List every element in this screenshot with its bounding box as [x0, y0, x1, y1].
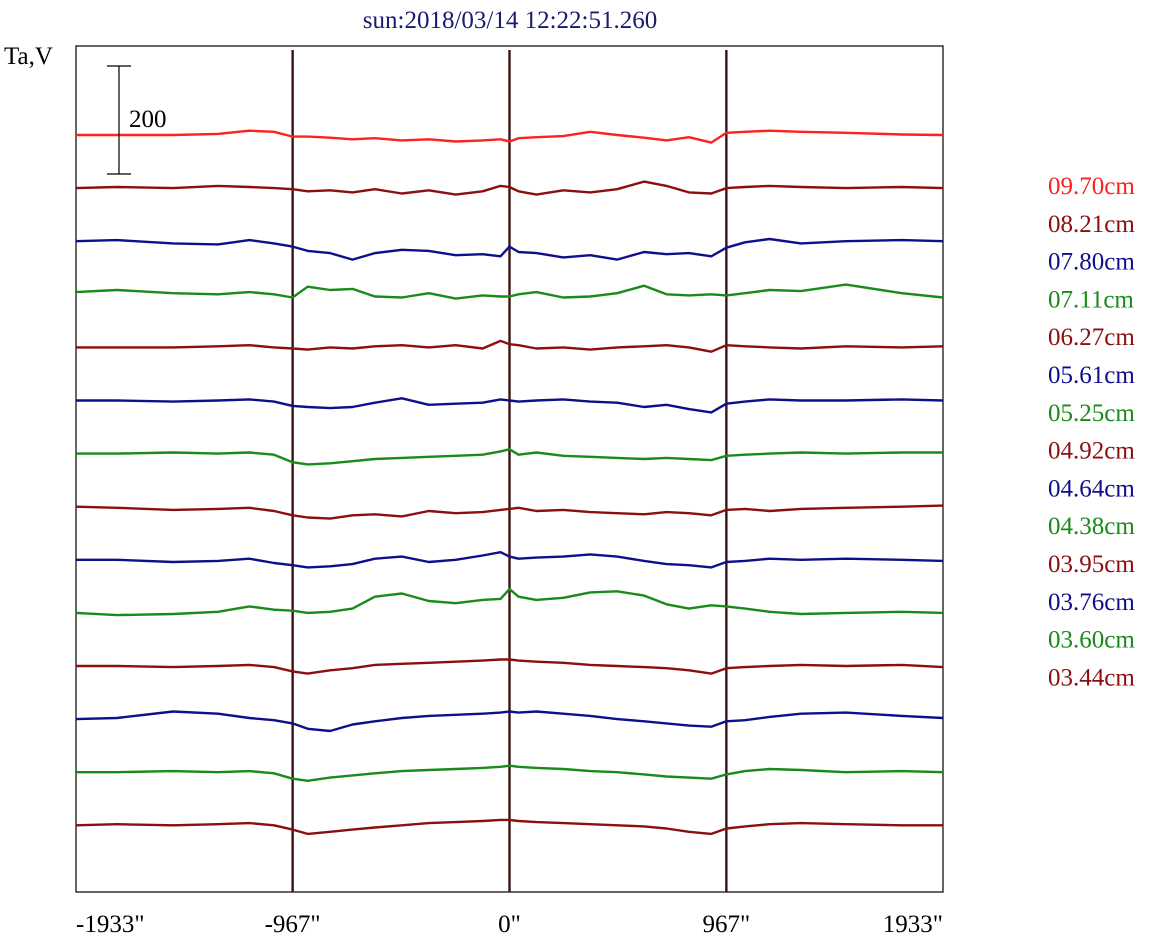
x-tick-labels: -1933" -967" 0" 967" 1933" [76, 911, 943, 938]
legend-entry: 03.60cm [1048, 627, 1135, 654]
legend-entry: 06.27cm [1048, 324, 1135, 351]
legend-entry: 05.25cm [1048, 400, 1135, 427]
series-traces [75, 129, 944, 836]
series-line-8 [75, 504, 944, 520]
series-line-10 [75, 587, 944, 617]
legend-entry: 04.38cm [1048, 513, 1135, 540]
series-line-6 [76, 397, 944, 414]
series-line-7 [76, 448, 943, 466]
scale-bar-label: 200 [129, 106, 167, 133]
scale-bar: 200 [107, 65, 177, 175]
series-line-5 [76, 339, 944, 353]
legend-entry: 09.70cm [1048, 173, 1135, 200]
legend-entry: 03.76cm [1048, 589, 1135, 616]
legend-entry: 08.21cm [1048, 211, 1135, 238]
x-tick-label: 1933" [883, 911, 943, 938]
legend-entry: 07.80cm [1048, 249, 1135, 276]
legend-entry: 03.95cm [1048, 551, 1135, 578]
legend: 09.70cm 08.21cm 07.80cm 07.11cm 06.27cm 05.61… [1048, 173, 1135, 691]
series-line-1 [76, 129, 944, 144]
legend-entry: 03.44cm [1048, 664, 1135, 691]
legend-entry: 04.64cm [1048, 475, 1135, 502]
chart-title: sun:2018/03/14 12:22:51.260 [363, 7, 657, 34]
series-line-2 [75, 180, 944, 196]
series-line-13 [76, 764, 944, 782]
x-tick-label: 967" [703, 911, 751, 938]
x-tick-label: -967" [265, 911, 321, 938]
legend-entry: 04.92cm [1048, 438, 1135, 465]
y-axis-label: Ta,V [4, 43, 53, 70]
series-line-11 [76, 658, 944, 675]
legend-entry: 05.61cm [1048, 362, 1135, 389]
x-tick-label: 0" [498, 911, 521, 938]
scale-label-bg [127, 103, 177, 131]
series-line-12 [75, 710, 944, 733]
series-line-4 [75, 283, 944, 300]
series-line-9 [76, 551, 944, 569]
legend-entry: 07.11cm [1048, 286, 1134, 313]
x-tick-label: -1933" [76, 911, 145, 938]
series-line-3 [75, 237, 944, 261]
series-line-14 [75, 818, 943, 836]
